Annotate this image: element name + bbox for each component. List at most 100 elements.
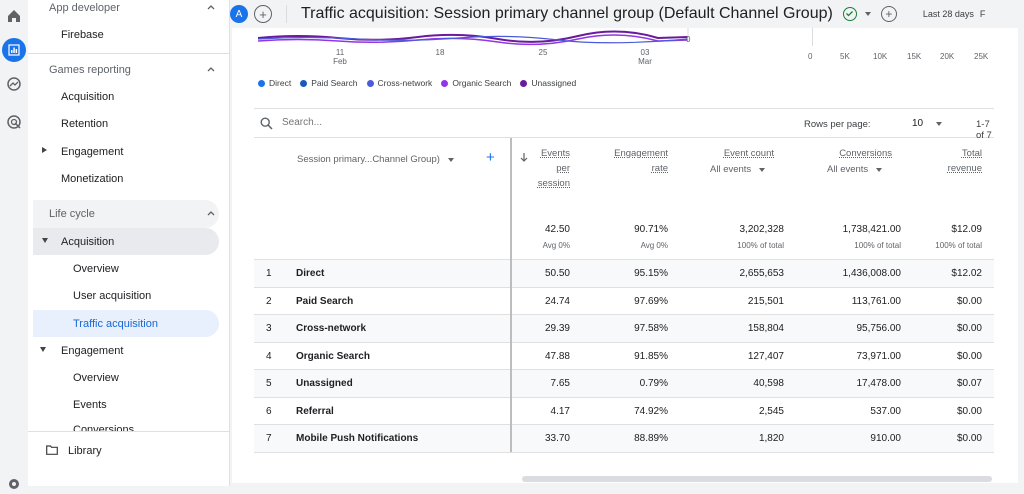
sidebar-item-label: Engagement	[61, 344, 124, 357]
chevron-down-icon[interactable]	[936, 122, 942, 126]
header-event-count[interactable]: Event count	[723, 148, 774, 159]
sidebar-item-lc-engagement[interactable]: Engagement	[28, 337, 230, 364]
table-row[interactable]: 4 Organic Search 47.88 91.85% 127,407 73…	[254, 343, 994, 370]
sidebar-item-label: Conversions	[73, 424, 135, 432]
date-range[interactable]: Last 28 days	[922, 9, 974, 19]
x-tick: 11 Feb	[333, 48, 347, 66]
sidebar-item-label: Library	[68, 444, 102, 457]
sidebar-item-acquisition[interactable]: Acquisition	[28, 83, 230, 110]
sidebar-section-app-developer[interactable]: App developer	[28, 0, 230, 21]
legend-item-unassigned[interactable]: Unassigned	[520, 78, 576, 88]
bar-axis-tick: 0	[808, 52, 813, 61]
x-tick: 25	[538, 48, 548, 57]
pagination-range: 1-7 of 7	[976, 119, 992, 141]
table-row[interactable]: 2 Paid Search 24.74 97.69% 215,501 113,7…	[254, 288, 994, 315]
total-sub: Avg 0%	[542, 241, 570, 250]
caret-down-icon	[40, 347, 46, 352]
legend-item-cross-network[interactable]: Cross-network	[366, 78, 432, 88]
sidebar-section-life-cycle[interactable]: Life cycle	[28, 200, 230, 227]
total-sub: 100% of total	[854, 241, 901, 250]
divider	[28, 431, 230, 432]
chart-legend: Direct Paid Search Cross-network Organic…	[258, 78, 585, 88]
sidebar-item-user-acquisition[interactable]: User acquisition	[28, 282, 230, 309]
legend-dot	[366, 79, 374, 87]
sidebar-item-overview[interactable]: Overview	[28, 255, 230, 282]
chevron-down-icon	[876, 167, 883, 172]
sidebar-item-monetization[interactable]: Monetization	[28, 165, 230, 192]
y-tick: 0	[686, 35, 691, 44]
sidebar-item-events[interactable]: Events	[28, 391, 230, 418]
sidebar-item-library[interactable]: Library	[28, 437, 230, 464]
comparison-avatar[interactable]: A	[230, 5, 248, 23]
home-icon[interactable]	[4, 6, 24, 26]
folder-icon	[46, 445, 58, 455]
caret-down-icon	[42, 238, 48, 243]
sidebar-item-label: Acquisition	[61, 235, 115, 248]
add-comparison-button[interactable]: +	[254, 5, 272, 23]
table-row[interactable]: 7 Mobile Push Notifications 33.70 88.89%…	[254, 425, 994, 453]
x-tick: 18	[435, 48, 445, 57]
sidebar-item-label: Life cycle	[49, 207, 95, 220]
chevron-up-icon	[207, 211, 215, 216]
explore-icon[interactable]	[4, 74, 24, 94]
rows-per-page-select[interactable]: 10	[912, 118, 924, 129]
reports-icon[interactable]	[2, 38, 26, 62]
dimension-header[interactable]: Session primary...Channel Group)	[297, 154, 454, 165]
chevron-up-icon	[207, 67, 215, 72]
table-row[interactable]: 6 Referral 4.17 74.92% 2,545 537.00 $0.0…	[254, 398, 994, 425]
legend-item-direct[interactable]: Direct	[258, 78, 291, 88]
page-title: Traffic acquisition: Session primary cha…	[301, 5, 833, 22]
search-input[interactable]	[282, 117, 582, 128]
sort-arrow-icon[interactable]	[520, 152, 528, 162]
sidebar-item-label: App developer	[49, 1, 120, 14]
legend-item-paid-search[interactable]: Paid Search	[300, 78, 358, 88]
date-range-extra: F	[979, 9, 986, 19]
sidebar-item-label: Events	[73, 398, 107, 411]
chevron-up-icon	[207, 5, 215, 10]
conversions-filter[interactable]: All events	[827, 164, 883, 175]
total-conversions: 1,738,421.00	[842, 224, 901, 235]
sidebar-item-retention[interactable]: Retention	[28, 110, 230, 137]
title-dropdown-icon[interactable]	[864, 12, 871, 16]
event-count-filter[interactable]: All events	[710, 164, 766, 175]
table-row[interactable]: 5 Unassigned 7.65 0.79% 40,598 17,478.00…	[254, 370, 994, 398]
sidebar-item-conversions[interactable]: Conversions	[28, 420, 230, 432]
sidebar-item-label: Traffic acquisition	[73, 317, 158, 330]
check-circle-icon[interactable]	[842, 7, 857, 21]
sidebar-item-lc-acquisition[interactable]: Acquisition	[33, 228, 219, 255]
bar-axis-tick: 15K	[907, 52, 922, 61]
legend-dot	[520, 79, 528, 87]
total-revenue: $12.09	[951, 224, 982, 235]
sidebar-item-eng-overview[interactable]: Overview	[28, 364, 230, 391]
header-events-per-session[interactable]: Events per session	[537, 148, 570, 189]
sidebar-section-games-reporting[interactable]: Games reporting	[28, 56, 230, 83]
advertising-icon[interactable]	[4, 112, 24, 132]
sidebar-item-traffic-acquisition[interactable]: Traffic acquisition	[33, 310, 219, 337]
sidebar-item-label: Firebase	[61, 28, 104, 41]
settings-icon[interactable]	[4, 474, 24, 494]
add-button[interactable]: +	[880, 6, 897, 22]
table-row[interactable]: 3 Cross-network 29.39 97.58% 158,804 95,…	[254, 315, 994, 343]
header-conversions[interactable]: Conversions	[839, 148, 892, 159]
bar-axis-tick: 20K	[940, 52, 955, 61]
table-row[interactable]: 1 Direct 50.50 95.15% 2,655,653 1,436,00…	[254, 260, 994, 288]
add-dimension-button[interactable]: +	[486, 149, 495, 166]
sidebar-item-label: User acquisition	[73, 289, 152, 302]
header-engagement-rate[interactable]: Engagement rate	[614, 148, 668, 174]
header-total-revenue[interactable]: Total revenue	[947, 148, 982, 174]
total-sub: 100% of total	[935, 241, 982, 250]
table-toolbar: Rows per page: 10 1-7 of 7	[254, 108, 994, 141]
sidebar-item-firebase[interactable]: Firebase	[28, 21, 230, 48]
chevron-down-icon	[447, 157, 454, 162]
total-event-count: 3,202,328	[739, 224, 785, 235]
x-tick: 03 Mar	[638, 48, 652, 66]
sidebar-item-label: Acquisition	[61, 90, 115, 103]
horizontal-scrollbar[interactable]	[522, 476, 992, 482]
legend-dot	[441, 79, 449, 87]
sidebar-item-label: Engagement	[61, 145, 124, 158]
sidebar-item-engagement[interactable]: Engagement	[28, 138, 230, 165]
legend-item-organic-search[interactable]: Organic Search	[441, 78, 511, 88]
legend-dot	[300, 79, 308, 87]
sidebar-item-label: Games reporting	[49, 63, 131, 76]
legend-dot	[258, 79, 265, 87]
